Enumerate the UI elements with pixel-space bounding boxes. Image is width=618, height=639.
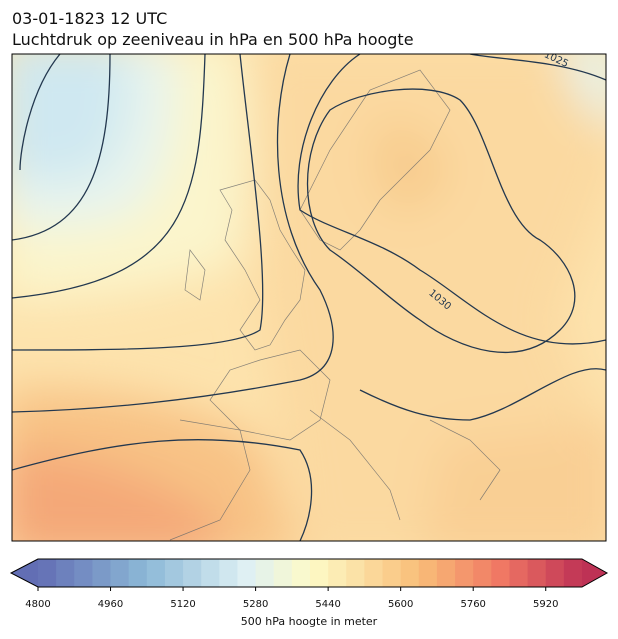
colorbar-tick-label: 5120 — [170, 599, 195, 610]
colorbar-tick-label: 5920 — [533, 599, 558, 610]
colorbar-tick-label: 5440 — [315, 599, 340, 610]
colorbar-segment — [418, 559, 438, 587]
colorbar-extend-low — [11, 559, 38, 587]
colorbar-segment — [183, 559, 202, 587]
colorbar-segment — [310, 559, 329, 587]
colorbar-segment — [273, 559, 293, 587]
colorbar-segment — [400, 559, 420, 587]
map-frame — [11, 53, 607, 542]
colorbar-segment — [255, 559, 275, 587]
colorbar-segment — [128, 559, 148, 587]
colorbar-segment — [382, 559, 402, 587]
date: 03-01-1823 12 UTC — [12, 9, 168, 28]
colorbar-segment — [455, 559, 474, 587]
colorbar-segment — [92, 559, 112, 587]
colorbar-segment — [146, 559, 166, 587]
colorbar-segment — [545, 559, 565, 587]
title: Luchtdruk op zeeniveau in hPa en 500 hPa… — [12, 30, 414, 49]
colorbar-tick-label: 5760 — [460, 599, 485, 610]
colorbar-tick-label: 5600 — [388, 599, 413, 610]
colorbar-segment — [237, 559, 257, 587]
colorbar-segment — [328, 559, 347, 587]
colorbar-segment — [291, 559, 311, 587]
colorbar-segment — [164, 559, 184, 587]
colorbar-segment — [38, 559, 57, 587]
colorbar-segment — [364, 559, 384, 587]
colorbar-segment — [491, 559, 510, 587]
colorbar-outline — [9, 558, 609, 588]
colorbar-segment — [74, 559, 93, 587]
colorbar-segment — [436, 559, 456, 587]
colorbar-segment — [527, 559, 547, 587]
colorbar-segment — [56, 559, 75, 587]
colorbar-segment — [201, 559, 220, 587]
colorbar-tick-label: 4800 — [25, 599, 50, 610]
map: 1030 1025 — [12, 54, 606, 541]
colorbar-tick-label: 4960 — [98, 599, 123, 610]
colorbar-segment — [110, 559, 130, 587]
colorbar-segment — [219, 559, 238, 587]
colorbar: 4800 4960 5120 5280 5440 5600 5760 5920 — [9, 558, 609, 610]
colorbar-label: 500 hPa hoogte in meter — [241, 615, 378, 628]
colorbar-tick-label: 5280 — [243, 599, 268, 610]
colorbar-segment — [563, 559, 583, 587]
colorbar-segment — [509, 559, 529, 587]
colorbar-segment — [473, 559, 492, 587]
colorbar-extend-high — [582, 559, 607, 587]
colorbar-segment — [346, 559, 365, 587]
